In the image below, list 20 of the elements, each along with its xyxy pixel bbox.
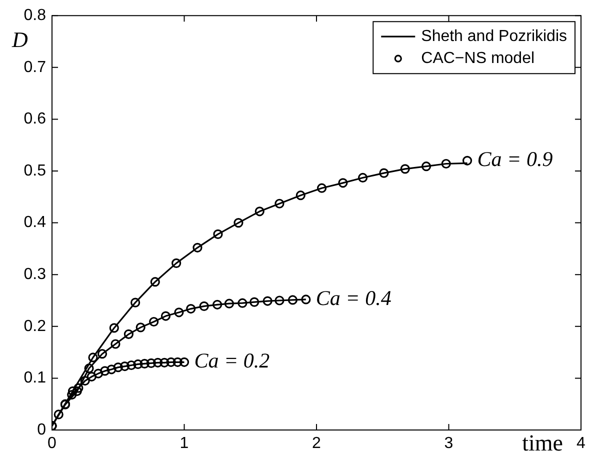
legend-label: Sheth and Pozrikidis [421,28,567,46]
x-tick-label: 1 [180,435,189,452]
x-axis-title: time [522,430,563,456]
y-tick-label: 0.6 [24,110,46,128]
y-tick-label: 0.7 [24,58,46,76]
annotation: Ca = 0.9 [477,147,554,172]
y-tick-label: 0.3 [24,266,46,284]
annotation: Ca = 0.2 [194,348,270,373]
y-tick-label: 0.1 [24,370,46,387]
x-tick-label: 4 [576,435,586,452]
legend-label: CAC−NS model [421,50,535,68]
y-tick-label: 0.4 [24,214,46,232]
y-tick-label: 0.8 [24,7,46,24]
y-axis-title: D [11,26,28,52]
annotation: Ca = 0.4 [316,286,392,310]
y-tick-label: 0 [37,421,46,438]
y-tick-label: 0.5 [24,162,46,180]
x-tick-label: 3 [444,435,454,452]
y-tick-label: 0.2 [24,318,46,335]
x-tick-label: 2 [312,435,322,452]
